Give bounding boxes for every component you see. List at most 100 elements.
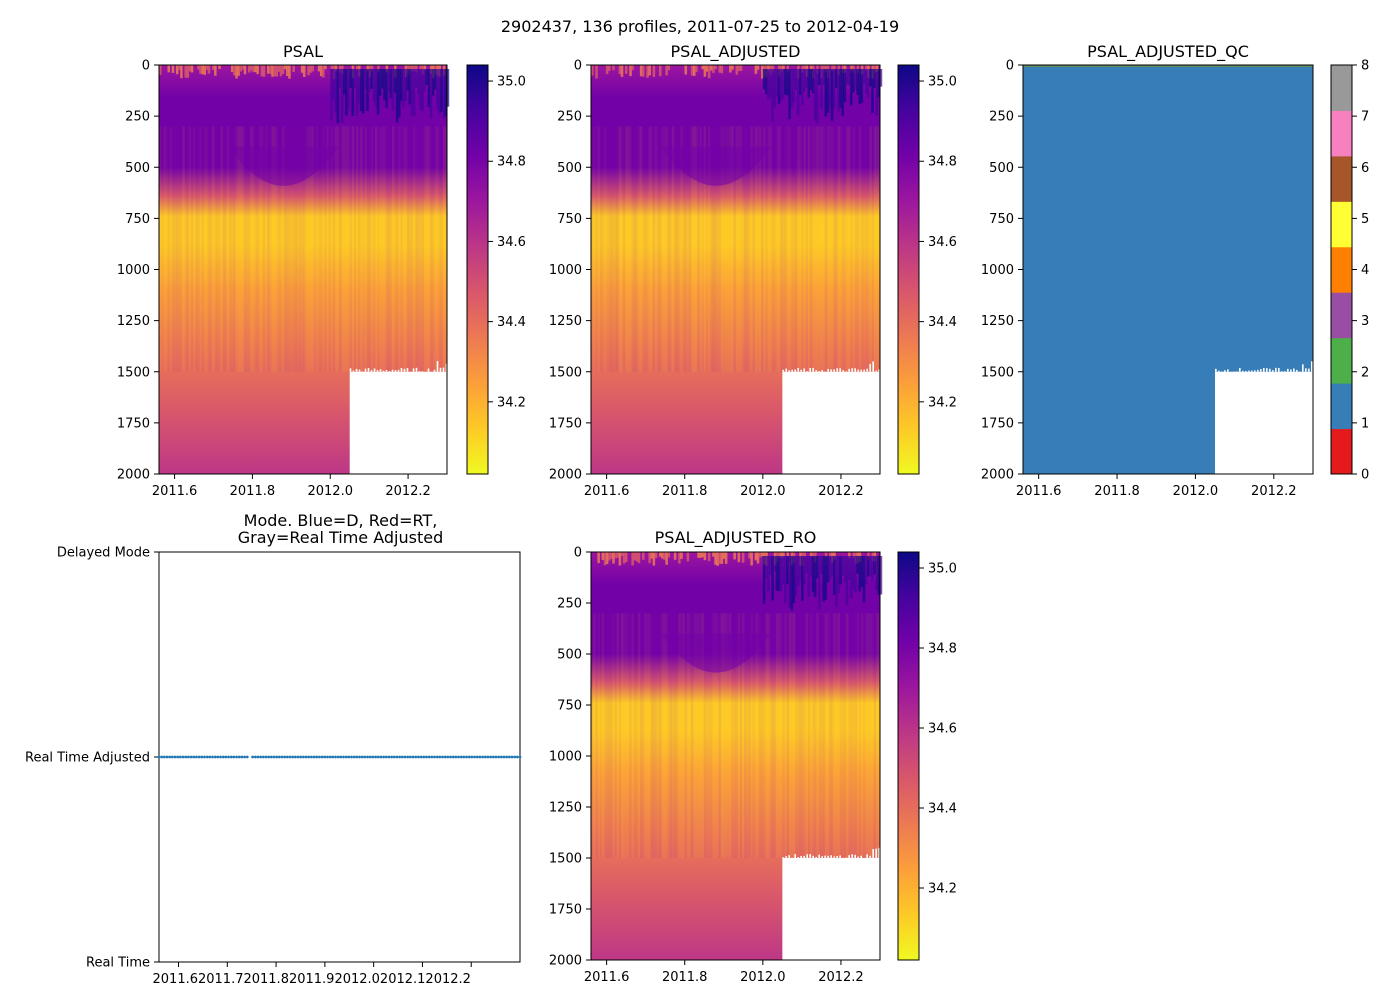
profile-column — [782, 613, 785, 858]
mode-point — [446, 755, 450, 759]
profile-column — [680, 613, 683, 858]
salty-surface — [879, 556, 883, 595]
mode-point — [491, 755, 495, 759]
profile-column — [848, 613, 851, 858]
surface-patch — [833, 65, 836, 71]
y-tick-label: 0 — [1006, 59, 1014, 74]
surface-patch — [778, 552, 781, 558]
mode-point — [256, 755, 260, 759]
profile-column — [761, 126, 764, 372]
y-tick-label: 1750 — [981, 416, 1014, 431]
mode-point — [208, 755, 212, 759]
colorbar-tick-label: 34.6 — [497, 235, 526, 250]
mode-point — [328, 755, 332, 759]
colorbar-tick-label: 35.0 — [928, 75, 957, 90]
no-data-edge — [1266, 368, 1268, 372]
salty-surface — [784, 556, 787, 604]
x-tick-label: 2011.62011.72011.82011.92012.02012.12012… — [153, 972, 471, 987]
profile-column — [391, 126, 395, 372]
salty-surface — [849, 556, 853, 599]
no-data-edge — [439, 367, 442, 372]
profile-column — [182, 126, 185, 372]
salty-surface — [820, 69, 823, 109]
profile-column — [381, 126, 384, 372]
mode-point — [288, 755, 292, 759]
y-tick-label: 1500 — [117, 365, 150, 380]
y-tick-label: 500 — [989, 161, 1014, 176]
no-data-edge — [854, 368, 856, 372]
profile-column — [605, 126, 609, 372]
mode-point — [513, 755, 517, 759]
no-data-edge — [352, 370, 355, 372]
salty-surface — [803, 556, 806, 585]
surface-patch — [260, 65, 264, 77]
salty-surface — [815, 69, 819, 124]
profile-column — [673, 613, 677, 858]
profile-column — [620, 613, 624, 858]
mode-point — [400, 755, 404, 759]
profile-column — [756, 613, 760, 858]
profile-column — [199, 126, 202, 372]
mode-point — [219, 755, 222, 759]
surface-patch — [771, 65, 775, 72]
y-tick-label: 2000 — [549, 954, 582, 969]
no-data-edge — [1257, 369, 1259, 372]
profile-column — [332, 126, 336, 372]
profile-column — [631, 126, 634, 372]
mode-point — [205, 755, 209, 759]
salty-surface — [786, 69, 789, 96]
profile-column — [389, 126, 393, 372]
no-data-edge — [427, 368, 430, 372]
surface-patch — [277, 65, 281, 72]
profile-column — [797, 126, 800, 372]
surface-patch — [737, 552, 741, 563]
no-data-edge — [791, 369, 793, 372]
profile-column — [620, 126, 624, 372]
profile-column — [241, 126, 245, 372]
salty-surface — [372, 69, 376, 102]
colorbar-gradient — [467, 65, 488, 474]
y-tick-label: 0 — [574, 546, 582, 561]
y-tick-label: 500 — [557, 648, 582, 663]
profile-column — [423, 126, 427, 372]
profile-column — [835, 613, 838, 858]
profile-column — [792, 613, 796, 858]
no-data-edge — [415, 367, 418, 372]
profile-column — [795, 126, 798, 372]
profile-column — [262, 126, 266, 372]
salty-surface — [818, 556, 821, 610]
y-tick-label: 2000 — [549, 468, 582, 483]
mode-point — [395, 755, 399, 759]
profile-column — [720, 613, 724, 858]
profile-column — [822, 126, 826, 372]
profile-column — [419, 126, 422, 372]
salty-surface — [818, 69, 821, 85]
surface-patch — [831, 65, 834, 72]
mode-point — [170, 755, 174, 759]
profile-column — [656, 126, 660, 372]
surface-patch — [718, 65, 722, 73]
colorbar-tick-label: 1 — [1361, 416, 1369, 431]
mode-point — [275, 755, 279, 759]
y-tick-label: 1250 — [117, 314, 150, 329]
surface-patch — [824, 552, 828, 558]
surface-patch — [737, 65, 741, 72]
surface-patch — [667, 65, 671, 71]
no-data-edge — [815, 370, 817, 372]
salty-surface — [342, 69, 346, 95]
no-data-edge — [830, 855, 832, 858]
profile-column — [252, 126, 255, 372]
salty-surface — [764, 69, 768, 95]
profile-column — [201, 126, 204, 372]
salty-surface — [873, 556, 876, 575]
surface-patch — [334, 65, 338, 72]
surface-patch — [803, 65, 807, 70]
profile-column — [267, 126, 270, 372]
y-tick-label: 1750 — [549, 416, 582, 431]
surface-patch — [243, 65, 247, 75]
colorbar-tick-label: 2 — [1361, 365, 1369, 380]
panel-title-line-1: Mode. Blue=D, Red=RT, — [244, 511, 438, 530]
profile-column — [850, 613, 853, 858]
colorbar-tick-label: 4 — [1361, 263, 1369, 278]
surface-patch — [269, 65, 272, 74]
